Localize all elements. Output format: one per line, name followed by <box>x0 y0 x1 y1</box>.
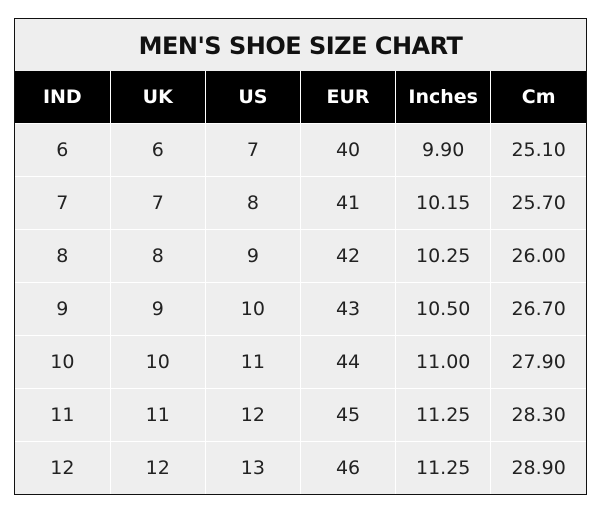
column-header-ind: IND <box>15 71 111 124</box>
cell-inches: 10.50 <box>395 282 492 336</box>
column-header-cm: Cm <box>490 71 586 124</box>
size-table: IND UK US EUR Inches Cm 6 6 7 40 9.90 25.10 7 7 8 41 10… <box>15 71 586 494</box>
cell-uk: 8 <box>109 229 206 283</box>
cell-cm: 26.70 <box>490 282 586 336</box>
cell-cm: 26.00 <box>490 229 586 283</box>
cell-us: 11 <box>204 335 301 389</box>
table-row: 9 9 10 43 10.50 26.70 <box>15 282 586 336</box>
cell-cm: 28.90 <box>490 441 586 494</box>
table-row: 12 12 13 46 11.25 28.90 <box>15 441 586 494</box>
cell-us: 13 <box>204 441 301 494</box>
cell-ind: 10 <box>15 335 111 389</box>
cell-eur: 41 <box>299 176 397 230</box>
cell-inches: 11.25 <box>395 388 492 442</box>
cell-ind: 11 <box>15 388 111 442</box>
table-row: 11 11 12 45 11.25 28.30 <box>15 388 586 442</box>
cell-cm: 27.90 <box>490 335 586 389</box>
cell-uk: 6 <box>109 123 206 177</box>
cell-uk: 9 <box>109 282 206 336</box>
cell-inches: 10.25 <box>395 229 492 283</box>
cell-cm: 25.70 <box>490 176 586 230</box>
cell-eur: 45 <box>299 388 397 442</box>
cell-eur: 44 <box>299 335 397 389</box>
cell-inches: 9.90 <box>395 123 492 177</box>
table-row: 6 6 7 40 9.90 25.10 <box>15 123 586 177</box>
cell-inches: 10.15 <box>395 176 492 230</box>
cell-ind: 8 <box>15 229 111 283</box>
table-body: 6 6 7 40 9.90 25.10 7 7 8 41 10.15 25.70 8 8 9 42 10.25 2… <box>15 123 586 494</box>
cell-eur: 40 <box>299 123 397 177</box>
cell-us: 10 <box>204 282 301 336</box>
cell-eur: 43 <box>299 282 397 336</box>
cell-uk: 7 <box>109 176 206 230</box>
cell-cm: 28.30 <box>490 388 586 442</box>
column-header-eur: EUR <box>299 71 397 124</box>
cell-inches: 11.25 <box>395 441 492 494</box>
cell-ind: 9 <box>15 282 111 336</box>
column-header-us: US <box>204 71 301 124</box>
cell-eur: 46 <box>299 441 397 494</box>
column-header-inches: Inches <box>395 71 492 124</box>
size-chart: MEN'S SHOE SIZE CHART IND UK US EUR Inches Cm… <box>14 18 587 495</box>
cell-uk: 10 <box>109 335 206 389</box>
table-row: 8 8 9 42 10.25 26.00 <box>15 229 586 283</box>
table-row: 7 7 8 41 10.15 25.70 <box>15 176 586 230</box>
cell-cm: 25.10 <box>490 123 586 177</box>
cell-uk: 11 <box>109 388 206 442</box>
chart-title: MEN'S SHOE SIZE CHART <box>138 32 463 60</box>
cell-us: 7 <box>204 123 301 177</box>
cell-us: 9 <box>204 229 301 283</box>
cell-ind: 12 <box>15 441 111 494</box>
cell-eur: 42 <box>299 229 397 283</box>
cell-uk: 12 <box>109 441 206 494</box>
cell-us: 12 <box>204 388 301 442</box>
cell-us: 8 <box>204 176 301 230</box>
header-row: IND UK US EUR Inches Cm <box>15 71 586 124</box>
cell-inches: 11.00 <box>395 335 492 389</box>
cell-ind: 7 <box>15 176 111 230</box>
table-row: 10 10 11 44 11.00 27.90 <box>15 335 586 389</box>
column-header-uk: UK <box>109 71 206 124</box>
cell-ind: 6 <box>15 123 111 177</box>
